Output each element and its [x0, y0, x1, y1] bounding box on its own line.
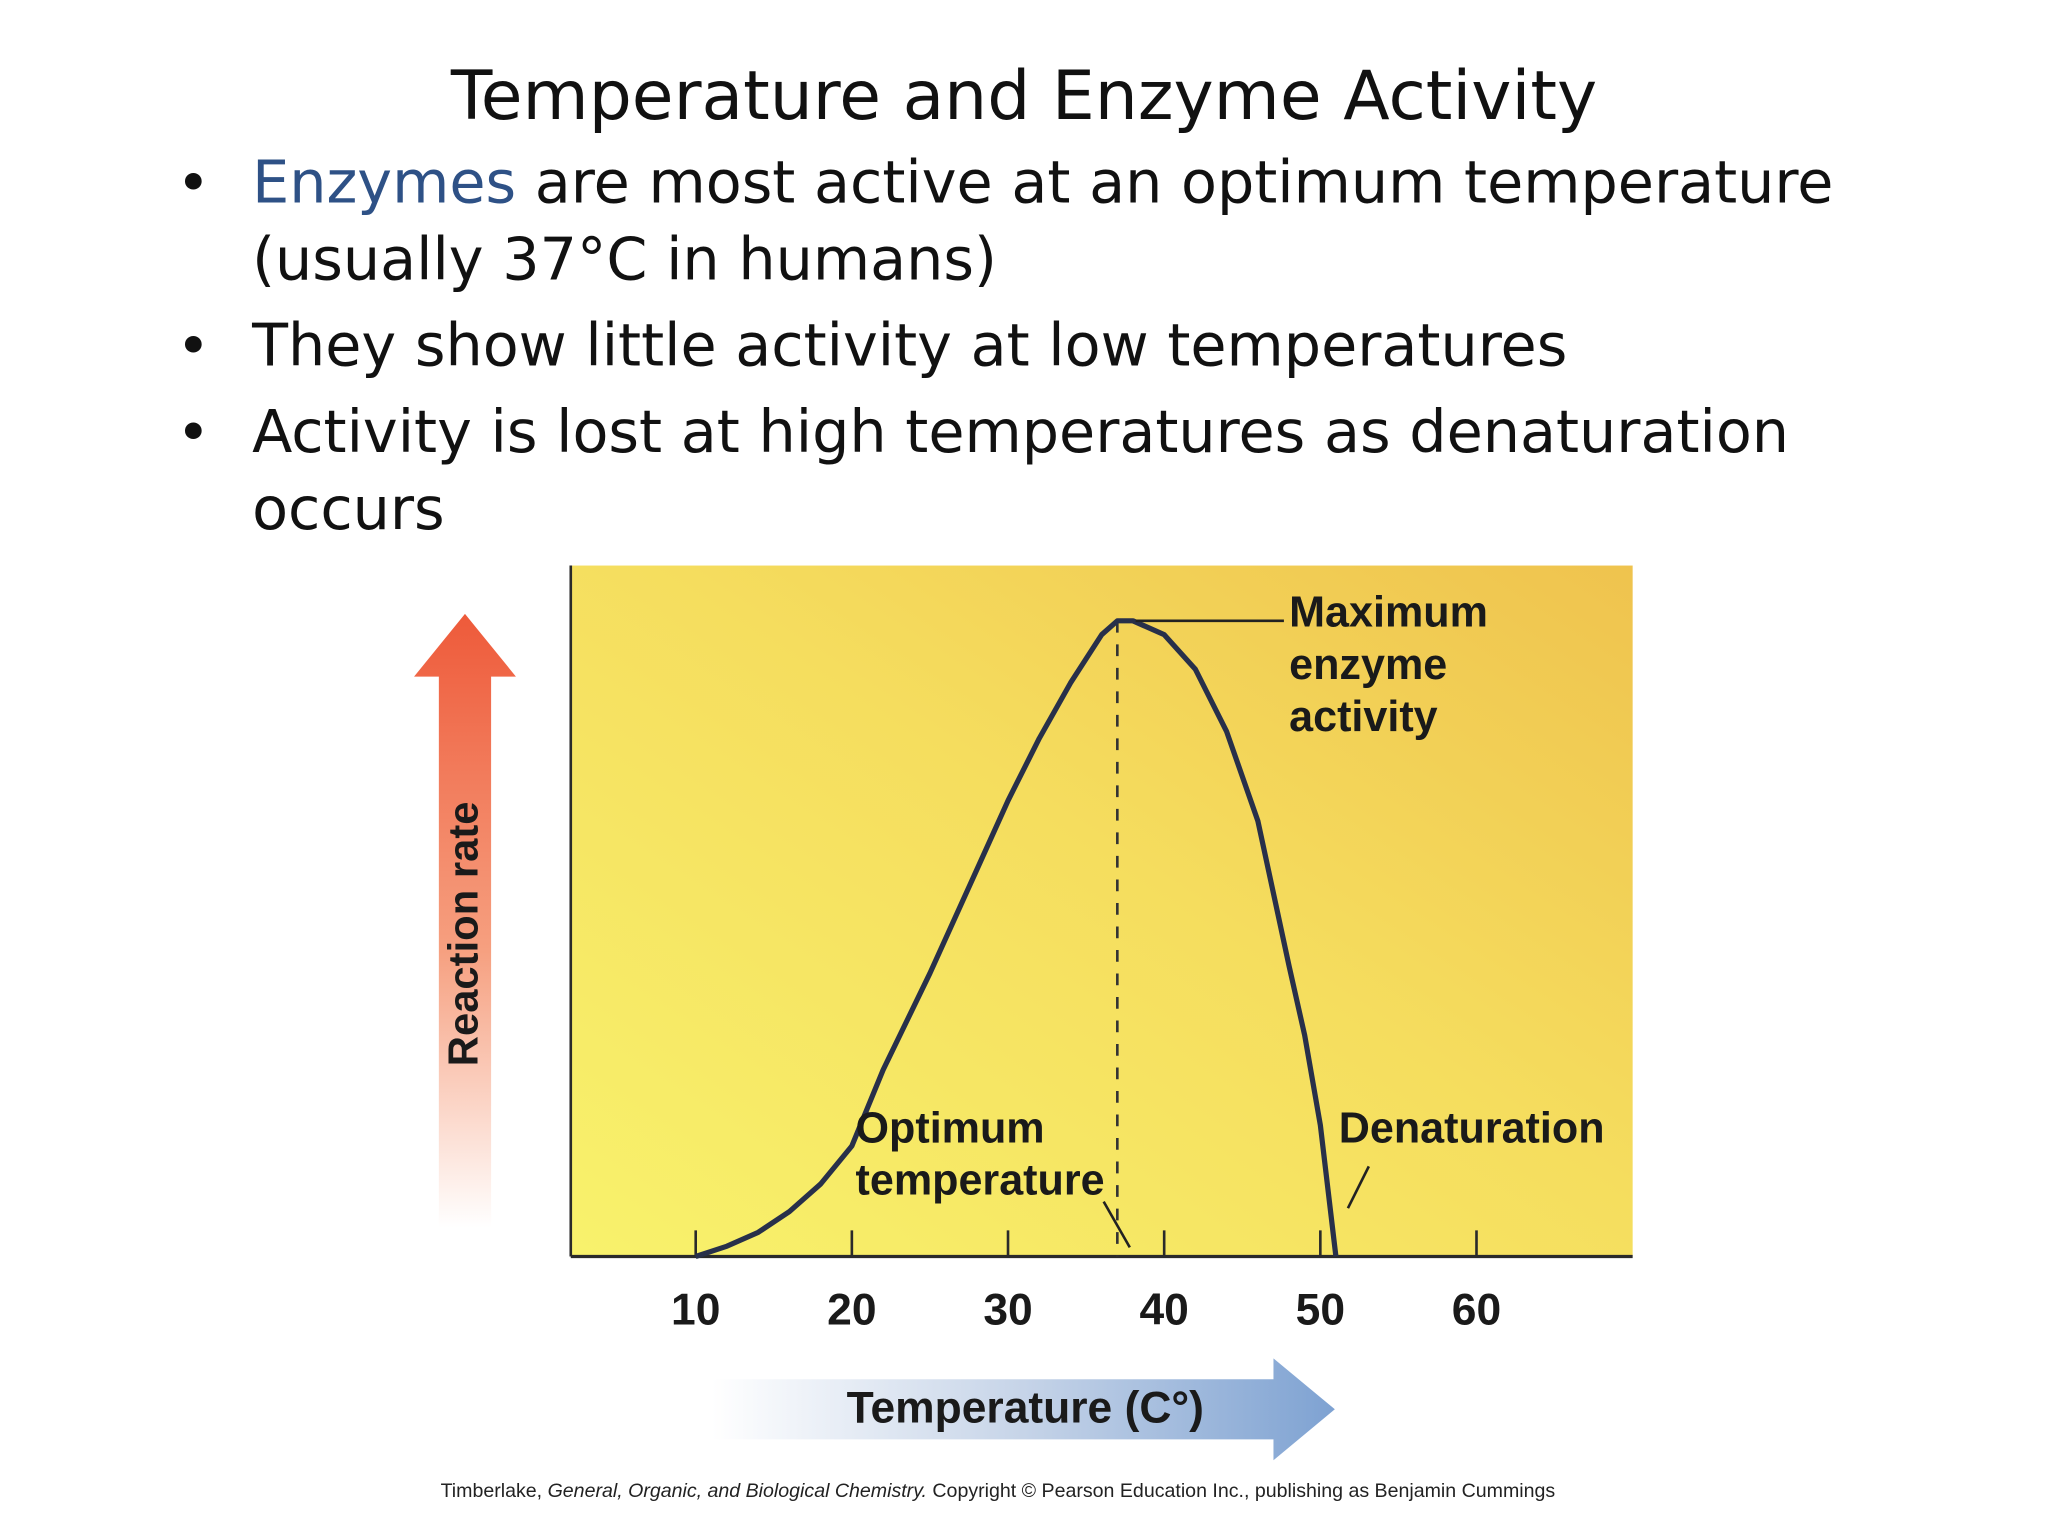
credit-rest: Copyright © Pearson Education Inc., publ…	[932, 1480, 1555, 1502]
bullet-term: Enzymes	[252, 147, 516, 216]
bullet-line: Enzymes are most active at an optimum te…	[252, 147, 1833, 216]
annotation-maximum: enzyme	[1289, 641, 1447, 689]
x-tick-label: 10	[671, 1285, 720, 1334]
bullet-text: are most active at an optimum temperatur…	[535, 147, 1834, 216]
x-axis-label: Temperature (C°)	[847, 1383, 1204, 1432]
slide-title: Temperature and Enzyme Activity	[450, 57, 1597, 136]
x-tick-label: 60	[1452, 1285, 1501, 1334]
plot-area	[570, 565, 1633, 1257]
annotation-optimum: Optimum	[856, 1104, 1045, 1152]
leader-denaturation	[1346, 1165, 1370, 1209]
bullet-line: (usually 37°C in humans)	[252, 225, 997, 294]
y-axis-label: Reaction rate	[439, 802, 486, 1067]
bullet-text: (usually 37°C in humans)	[252, 225, 997, 294]
bullet-list: • Enzymes are most active at an optimum t…	[176, 147, 1833, 543]
x-tick-label: 20	[827, 1285, 876, 1334]
bullet-dot: •	[176, 149, 210, 216]
credit-book: General, Organic, and Biological Chemist…	[548, 1480, 927, 1502]
annotation-maximum: activity	[1289, 693, 1438, 741]
credit-author: Timberlake,	[441, 1480, 543, 1502]
x-tick-label: 40	[1139, 1285, 1188, 1334]
annotation-denaturation: Denaturation	[1339, 1104, 1605, 1152]
bullet-line: They show little activity at low tempera…	[251, 311, 1567, 380]
annotation-optimum: temperature	[856, 1157, 1105, 1205]
leader-optimum	[1102, 1200, 1131, 1248]
annotation-maximum: Maximum	[1289, 589, 1488, 637]
bullet-line: Activity is lost at high temperatures as…	[252, 397, 1789, 466]
y-axis-arrow	[414, 613, 516, 1228]
x-tick-label: 30	[983, 1285, 1032, 1334]
bullet-dot: •	[176, 399, 210, 466]
x-axis-arrow	[711, 1358, 1335, 1461]
x-tick-label: 50	[1296, 1285, 1345, 1334]
bullet-line: occurs	[252, 474, 445, 543]
bullet-text: Activity is lost at high temperatures as…	[252, 397, 1789, 466]
bullet-dot: •	[176, 313, 210, 380]
bullet-text: They show little activity at low tempera…	[251, 311, 1567, 380]
bullet-text: occurs	[252, 474, 445, 543]
curve	[694, 618, 1339, 1259]
credit: Timberlake, General, Organic, and Biolog…	[441, 1480, 1556, 1502]
